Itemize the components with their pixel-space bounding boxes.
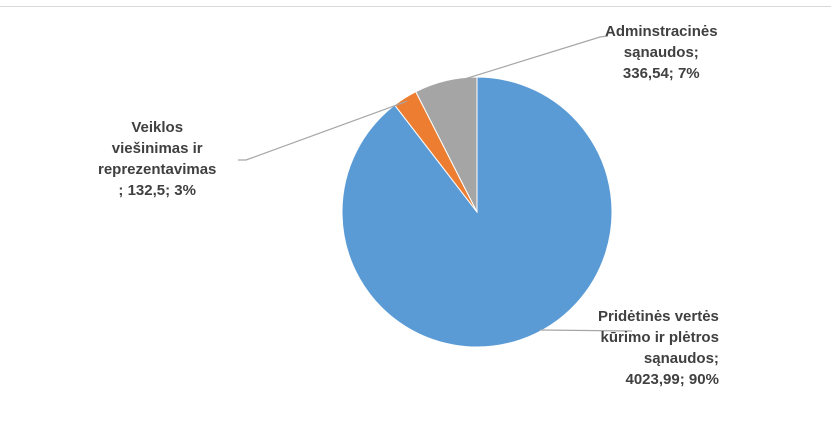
chart-border-top: [0, 6, 831, 7]
data-label-adminstracines-sanaudos: Adminstracinės sąnaudos; 336,54; 7%: [605, 23, 718, 82]
pie-slice-2: [415, 76, 478, 213]
leader-line-2: [446, 35, 609, 86]
data-label-pridetines-vertes: Pridėtinės vertės kūrimo ir plėtros sąna…: [598, 308, 719, 388]
data-label-veiklos-viesinimas: Veiklos viešinimas ir reprezentavimas ; …: [98, 119, 217, 199]
leader-line-0: [539, 329, 633, 332]
leader-line-1: [238, 100, 408, 161]
